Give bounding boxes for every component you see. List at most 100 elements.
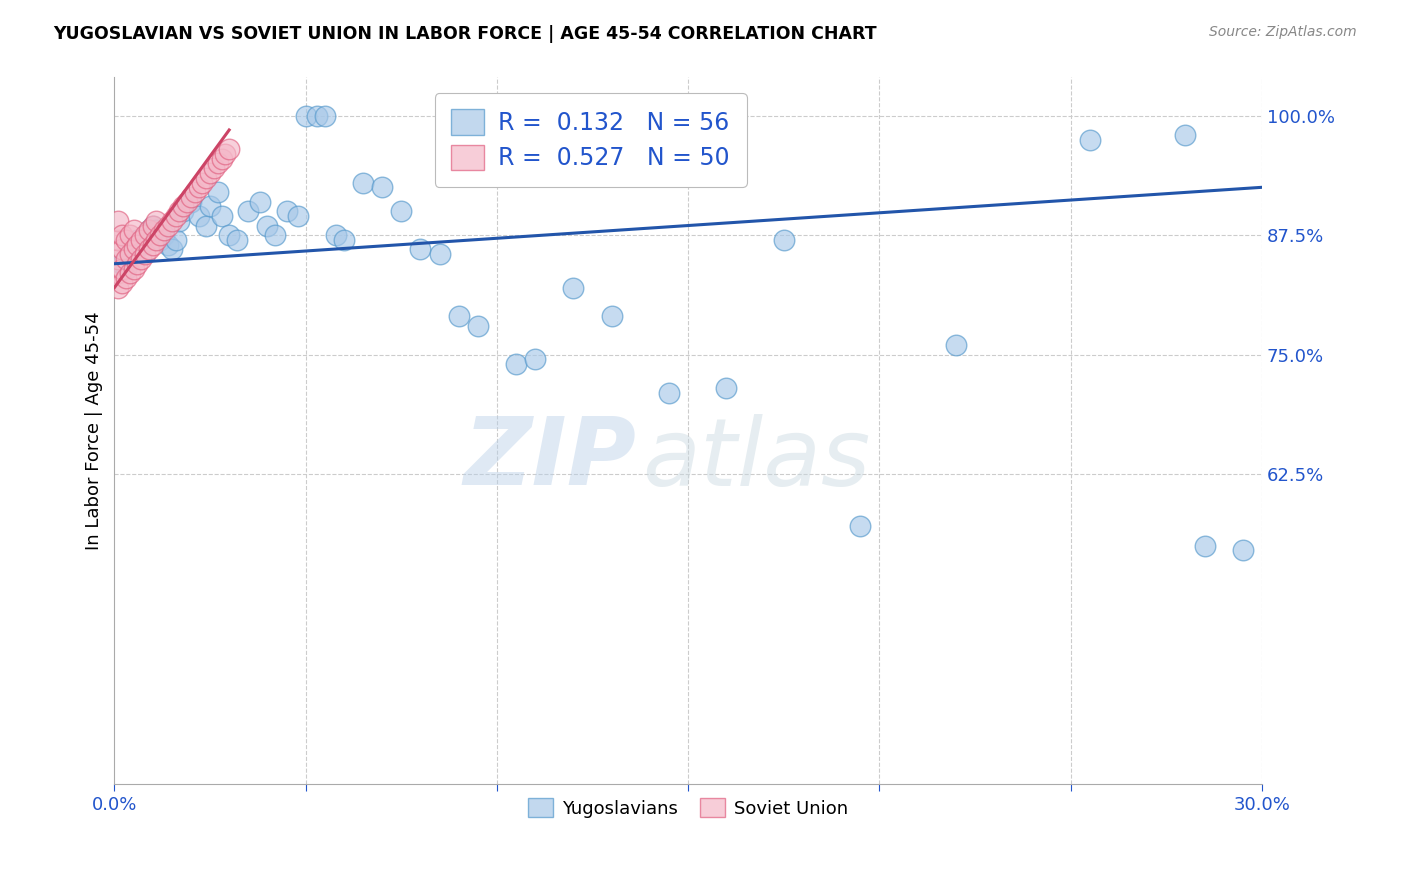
Point (333, 233, 356, 247)
Point (142, 237, 165, 252)
Point (115, 252, 138, 266)
Point (149, 228, 172, 243)
Text: ZIP: ZIP (464, 413, 637, 505)
Point (214, 147, 236, 161)
Point (111, 261, 134, 276)
Point (129, 252, 152, 266)
Point (107, 213, 129, 227)
Point (115, 261, 138, 276)
Point (716, 381, 738, 395)
Point (153, 223, 176, 237)
Point (1078, 132, 1101, 146)
Point (187, 180, 209, 194)
Point (307, 109, 329, 123)
Point (138, 223, 160, 237)
Point (389, 204, 412, 219)
Y-axis label: In Labor Force | Age 45-54: In Labor Force | Age 45-54 (86, 311, 103, 550)
Point (107, 252, 129, 266)
Point (1194, 539, 1216, 553)
Point (249, 194, 271, 209)
Point (165, 233, 187, 247)
Point (176, 194, 198, 209)
Point (107, 233, 129, 247)
Point (211, 209, 233, 223)
Point (122, 243, 145, 257)
Point (111, 257, 134, 271)
Point (218, 142, 240, 156)
Point (169, 204, 191, 219)
Point (156, 237, 179, 252)
Point (202, 161, 225, 176)
Point (145, 233, 167, 247)
Point (156, 219, 179, 233)
Point (600, 310, 623, 324)
Point (169, 213, 191, 227)
Text: Source: ZipAtlas.com: Source: ZipAtlas.com (1209, 25, 1357, 39)
Point (118, 266, 141, 280)
Point (134, 228, 156, 243)
Point (138, 243, 160, 257)
Point (145, 213, 167, 227)
Point (198, 166, 221, 180)
Point (256, 219, 278, 233)
Point (287, 209, 309, 223)
Point (207, 185, 229, 199)
Point (127, 257, 149, 271)
Point (409, 243, 432, 257)
Point (429, 247, 451, 261)
Point (264, 228, 287, 243)
Point (107, 280, 129, 294)
Point (325, 228, 347, 243)
Point (145, 223, 167, 237)
Point (134, 247, 156, 261)
Point (153, 228, 176, 243)
Point (198, 199, 221, 213)
Point (127, 237, 149, 252)
Point (1174, 128, 1197, 142)
Point (115, 233, 138, 247)
Point (111, 228, 134, 243)
Point (180, 190, 202, 204)
Point (111, 243, 134, 257)
Point (772, 233, 794, 247)
Point (122, 261, 145, 276)
Point (352, 176, 374, 190)
Point (172, 204, 194, 219)
Point (225, 233, 247, 247)
Legend: Yugoslavians, Soviet Union: Yugoslavians, Soviet Union (520, 791, 855, 825)
Point (160, 213, 183, 227)
Point (142, 219, 165, 233)
Text: YUGOSLAVIAN VS SOVIET UNION IN LABOR FORCE | AGE 45-54 CORRELATION CHART: YUGOSLAVIAN VS SOVIET UNION IN LABOR FOR… (53, 25, 877, 43)
Point (195, 170, 218, 185)
Point (218, 228, 240, 243)
Point (447, 310, 470, 324)
Point (165, 209, 187, 223)
Point (149, 233, 172, 247)
Point (118, 247, 141, 261)
Point (294, 109, 316, 123)
Point (129, 233, 152, 247)
Point (172, 199, 194, 213)
Point (122, 223, 145, 237)
Point (1232, 543, 1254, 558)
Point (180, 194, 202, 209)
Point (118, 243, 141, 257)
Point (211, 152, 233, 166)
Point (238, 204, 260, 219)
Point (187, 209, 209, 223)
Point (371, 180, 394, 194)
Point (107, 266, 129, 280)
Point (115, 271, 138, 285)
Point (276, 204, 298, 219)
Text: atlas: atlas (643, 414, 870, 505)
Point (314, 109, 336, 123)
Point (524, 352, 547, 367)
Point (658, 385, 681, 400)
Point (118, 228, 141, 243)
Point (849, 519, 872, 533)
Point (562, 280, 585, 294)
Point (207, 156, 229, 170)
Point (129, 237, 152, 252)
Point (160, 243, 183, 257)
Point (505, 357, 527, 371)
